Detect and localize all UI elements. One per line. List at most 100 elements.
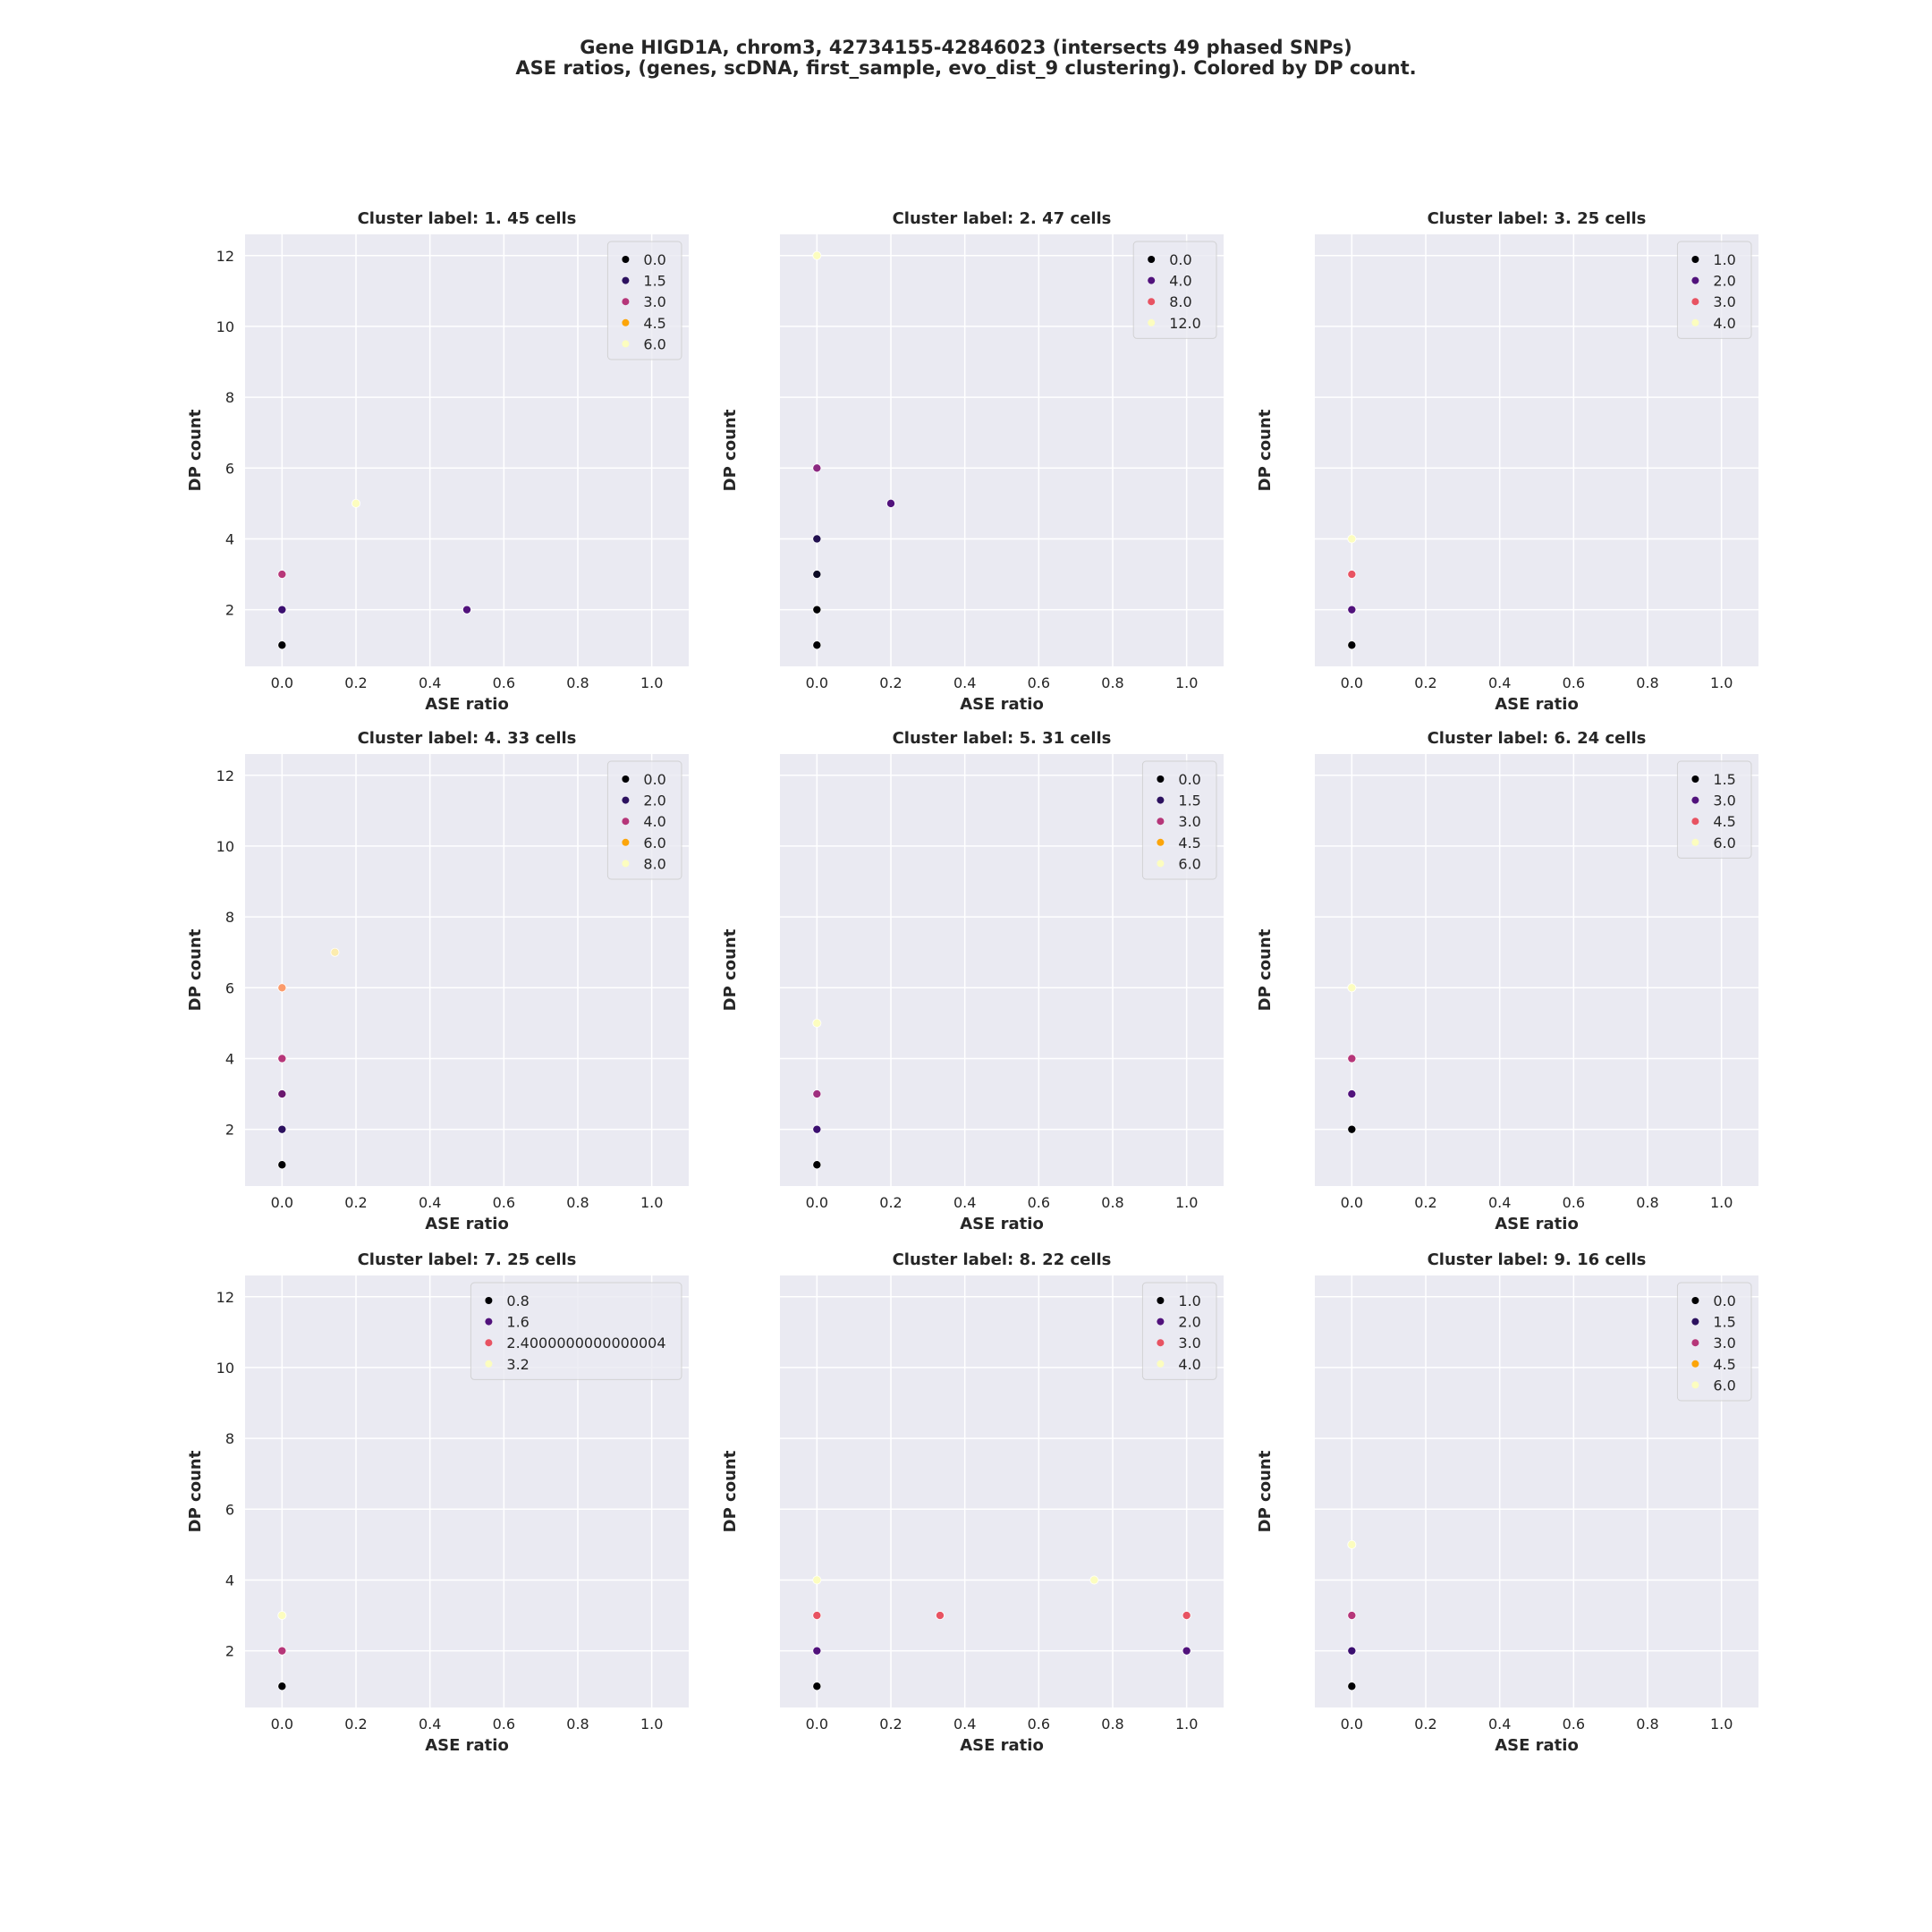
legend-frame (1141, 760, 1217, 880)
y-axis-label: DP count (721, 928, 740, 1011)
data-point (277, 1124, 287, 1134)
data-point (1347, 1611, 1357, 1621)
legend-marker (1157, 1318, 1165, 1326)
x-tick-label: 0.2 (1414, 1716, 1436, 1733)
legend-marker (1691, 838, 1699, 846)
legend-entry: 1.5 (1713, 1314, 1735, 1331)
x-tick-label: 0.0 (806, 1716, 828, 1733)
legend-entry: 2.0 (1178, 1314, 1200, 1331)
x-tick-label: 0.4 (953, 674, 976, 691)
legend-entry: 4.5 (1178, 835, 1200, 852)
x-tick-label: 0.0 (1341, 1194, 1363, 1211)
legend-entry: 3.0 (1178, 813, 1200, 830)
panel-title: Cluster label: 8. 22 cells (893, 1250, 1112, 1269)
legend-marker (1157, 860, 1165, 868)
figure-title-line1: Gene HIGD1A, chrom3, 42734155-42846023 (… (580, 37, 1352, 58)
y-axis-label: DP count (1256, 1450, 1275, 1532)
x-tick-label: 0.8 (1101, 674, 1123, 691)
legend-marker (622, 298, 630, 306)
legend-frame (606, 760, 682, 880)
y-tick-label: 8 (225, 389, 234, 406)
data-point (812, 1160, 822, 1170)
y-axis-label: DP count (186, 928, 205, 1011)
data-point (1347, 570, 1357, 580)
y-tick-label: 6 (225, 979, 234, 996)
x-tick-label: 1.0 (1175, 1716, 1198, 1733)
data-point (812, 250, 822, 260)
legend-entry: 1.0 (1178, 1292, 1200, 1309)
y-tick-label: 4 (225, 1050, 234, 1067)
legend-marker (1691, 818, 1699, 826)
x-tick-label: 0.8 (1636, 1716, 1658, 1733)
y-tick-label: 10 (216, 838, 234, 855)
x-tick-label: 0.0 (806, 1194, 828, 1211)
legend-marker (1691, 775, 1699, 783)
legend-marker (622, 318, 630, 326)
x-tick-label: 0.6 (493, 1716, 515, 1733)
legend-frame (470, 1282, 682, 1380)
legend-marker (1157, 1360, 1165, 1368)
legend: 1.0 2.0 3.0 4.0 (1141, 1282, 1217, 1380)
x-tick-label: 0.0 (271, 1194, 293, 1211)
x-axis-label: ASE ratio (1495, 695, 1579, 714)
legend-entry: 6.0 (1178, 855, 1200, 872)
legend-marker (485, 1297, 493, 1304)
y-tick-label: 12 (216, 1289, 234, 1306)
data-point (1347, 534, 1357, 544)
data-point (1347, 1646, 1357, 1656)
data-point (812, 570, 822, 580)
x-tick-label: 0.8 (566, 674, 589, 691)
x-tick-label: 0.0 (271, 674, 293, 691)
x-tick-label: 0.4 (419, 674, 441, 691)
legend-marker (622, 775, 630, 783)
x-tick-label: 0.2 (1414, 1194, 1436, 1211)
x-tick-label: 0.6 (1028, 1716, 1050, 1733)
legend-marker (622, 818, 630, 826)
y-tick-label: 10 (216, 318, 234, 335)
y-tick-label: 12 (216, 248, 234, 265)
scatter-panel-1: 0.0 0.2 0.4 0.6 0.8 1.0 2 4 6 8 10 12 Cluster label:… (186, 209, 689, 714)
y-tick-label: 6 (225, 460, 234, 477)
legend-entry: 4.0 (1713, 315, 1735, 332)
data-point (351, 498, 360, 508)
legend-marker (1157, 1339, 1165, 1347)
x-tick-label: 0.2 (344, 674, 367, 691)
data-point (1347, 1682, 1357, 1691)
panel-title: Cluster label: 1. 45 cells (358, 209, 577, 228)
legend-marker (1691, 318, 1699, 326)
data-point (812, 1611, 822, 1621)
legend-marker (622, 340, 630, 348)
legend-entry: 1.5 (1713, 771, 1735, 788)
legend-frame (1141, 1282, 1217, 1380)
data-point (277, 1160, 287, 1170)
y-tick-label: 2 (225, 1643, 234, 1660)
legend-marker (485, 1318, 493, 1326)
legend-marker (1691, 1381, 1699, 1389)
data-point (1182, 1646, 1191, 1656)
legend-entry: 12.0 (1169, 315, 1201, 332)
legend: 0.0 1.5 3.0 4.5 6.0 (606, 241, 682, 360)
y-tick-label: 8 (225, 1430, 234, 1447)
legend-marker (1157, 796, 1165, 804)
x-tick-label: 0.6 (1028, 1194, 1050, 1211)
x-axis-label: ASE ratio (425, 1736, 509, 1755)
y-axis-label: DP count (186, 409, 205, 491)
legend-entry: 1.5 (643, 273, 665, 290)
x-tick-label: 0.2 (1414, 674, 1436, 691)
legend-marker (1691, 1360, 1699, 1368)
panels-grid: 0.0 0.2 0.4 0.6 0.8 1.0 2 4 6 8 10 12 Cluster label:… (186, 209, 1758, 1755)
legend-entry: 8.0 (1169, 293, 1191, 310)
legend-marker (1691, 1297, 1699, 1304)
legend-frame (1676, 241, 1752, 339)
data-point (277, 640, 287, 650)
y-axis-label: DP count (186, 1450, 205, 1532)
legend-entry: 2.0 (643, 792, 665, 809)
legend-entry: 8.0 (643, 855, 665, 872)
x-tick-label: 0.8 (1636, 1194, 1658, 1211)
data-point (812, 1089, 822, 1099)
data-point (886, 498, 896, 508)
y-axis-label: DP count (1256, 409, 1275, 491)
data-point (277, 570, 287, 580)
x-axis-label: ASE ratio (1495, 1736, 1579, 1755)
x-tick-label: 0.8 (1101, 1716, 1123, 1733)
